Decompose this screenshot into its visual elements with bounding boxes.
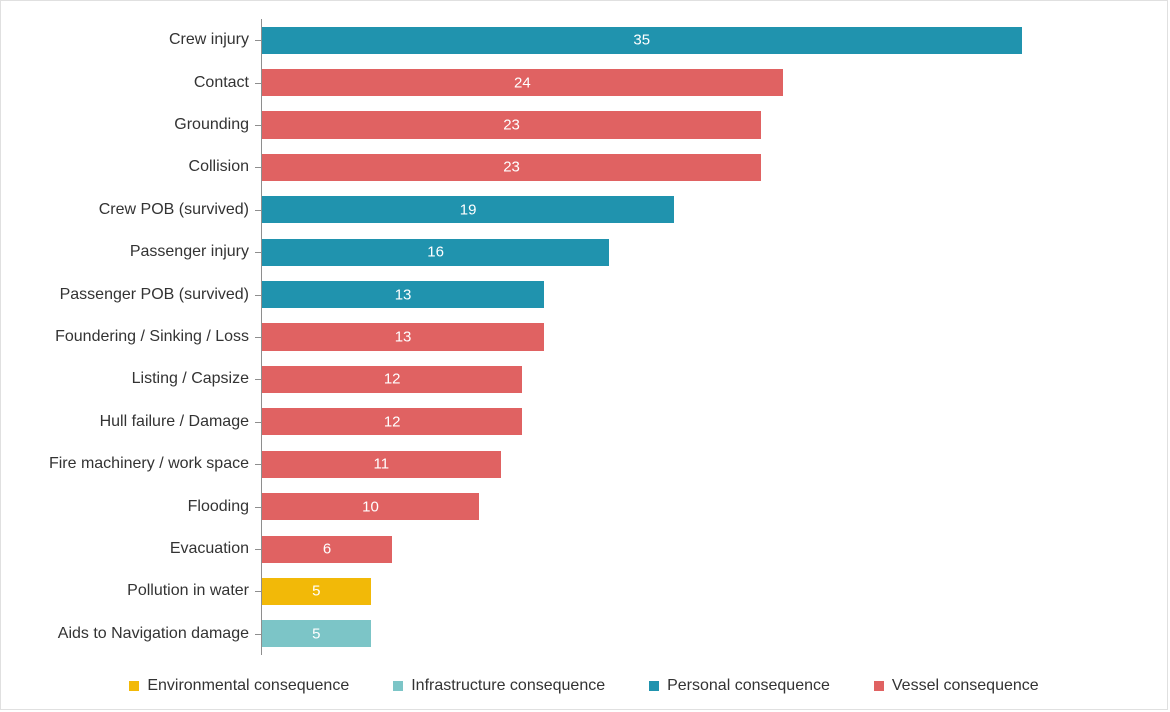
- bar-row: Collision23: [261, 146, 1129, 188]
- bar: 19: [262, 196, 674, 223]
- category-label: Passenger injury: [130, 243, 261, 261]
- bar-row: Pollution in water5: [261, 570, 1129, 612]
- bar-row: Grounding23: [261, 104, 1129, 146]
- legend-swatch: [874, 681, 884, 691]
- bar-value-label: 11: [374, 456, 390, 473]
- bar-row: Evacuation6: [261, 528, 1129, 570]
- category-label: Listing / Capsize: [132, 370, 261, 388]
- bar: 6: [262, 536, 392, 563]
- category-label: Foundering / Sinking / Loss: [55, 328, 261, 346]
- bar-row: Flooding10: [261, 485, 1129, 527]
- bar-value-label: 6: [323, 541, 331, 558]
- legend-label: Environmental consequence: [147, 677, 349, 695]
- category-label: Contact: [194, 74, 261, 92]
- bar: 5: [262, 578, 371, 605]
- legend-swatch: [129, 681, 139, 691]
- category-label: Passenger POB (survived): [60, 286, 261, 304]
- bar-row: Crew injury35: [261, 19, 1129, 61]
- bar-value-label: 5: [312, 625, 320, 642]
- bar-value-label: 23: [503, 159, 520, 176]
- bar-row: Passenger injury16: [261, 231, 1129, 273]
- bar-row: Foundering / Sinking / Loss13: [261, 316, 1129, 358]
- bar-row: Passenger POB (survived)13: [261, 273, 1129, 315]
- bar-value-label: 23: [503, 117, 520, 134]
- bar: 23: [262, 111, 761, 138]
- legend-label: Infrastructure consequence: [411, 677, 605, 695]
- legend-label: Personal consequence: [667, 677, 830, 695]
- bar-value-label: 16: [427, 244, 444, 261]
- legend-label: Vessel consequence: [892, 677, 1039, 695]
- legend: Environmental consequence Infrastructure …: [1, 677, 1167, 695]
- bar: 5: [262, 620, 371, 647]
- bar-row: Crew POB (survived)19: [261, 189, 1129, 231]
- legend-item: Environmental consequence: [129, 677, 349, 695]
- bar: 35: [262, 27, 1022, 54]
- category-label: Crew injury: [169, 31, 261, 49]
- bar-value-label: 24: [514, 74, 531, 91]
- category-label: Grounding: [174, 116, 261, 134]
- bar-value-label: 19: [460, 201, 477, 218]
- bar: 13: [262, 323, 544, 350]
- category-label: Hull failure / Damage: [100, 413, 261, 431]
- bar-row: Hull failure / Damage12: [261, 401, 1129, 443]
- category-label: Flooding: [188, 498, 261, 516]
- bar: 12: [262, 408, 522, 435]
- legend-swatch: [649, 681, 659, 691]
- bar: 24: [262, 69, 783, 96]
- legend-item: Personal consequence: [649, 677, 830, 695]
- bar-row: Listing / Capsize12: [261, 358, 1129, 400]
- category-label: Evacuation: [170, 540, 261, 558]
- legend-item: Infrastructure consequence: [393, 677, 605, 695]
- category-label: Crew POB (survived): [99, 201, 261, 219]
- bar: 13: [262, 281, 544, 308]
- category-label: Aids to Navigation damage: [58, 625, 261, 643]
- bar-value-label: 12: [384, 371, 401, 388]
- bar: 23: [262, 154, 761, 181]
- bar: 11: [262, 451, 501, 478]
- bar-rows: Crew injury35Contact24Grounding23Collisi…: [261, 19, 1129, 655]
- bar-value-label: 10: [362, 498, 379, 515]
- bar-value-label: 13: [395, 329, 412, 346]
- category-label: Collision: [189, 158, 261, 176]
- bar: 10: [262, 493, 479, 520]
- bar-row: Aids to Navigation damage5: [261, 613, 1129, 655]
- category-label: Fire machinery / work space: [49, 455, 261, 473]
- plot-area: Crew injury35Contact24Grounding23Collisi…: [261, 19, 1129, 655]
- bar-row: Fire machinery / work space11: [261, 443, 1129, 485]
- bar-value-label: 5: [312, 583, 320, 600]
- category-label: Pollution in water: [127, 582, 261, 600]
- legend-swatch: [393, 681, 403, 691]
- legend-item: Vessel consequence: [874, 677, 1039, 695]
- bar-value-label: 13: [395, 286, 412, 303]
- bar: 12: [262, 366, 522, 393]
- bar-value-label: 12: [384, 413, 401, 430]
- bar-row: Contact24: [261, 61, 1129, 103]
- bar-value-label: 35: [633, 32, 650, 49]
- chart-container: Crew injury35Contact24Grounding23Collisi…: [0, 0, 1168, 710]
- bar: 16: [262, 239, 609, 266]
